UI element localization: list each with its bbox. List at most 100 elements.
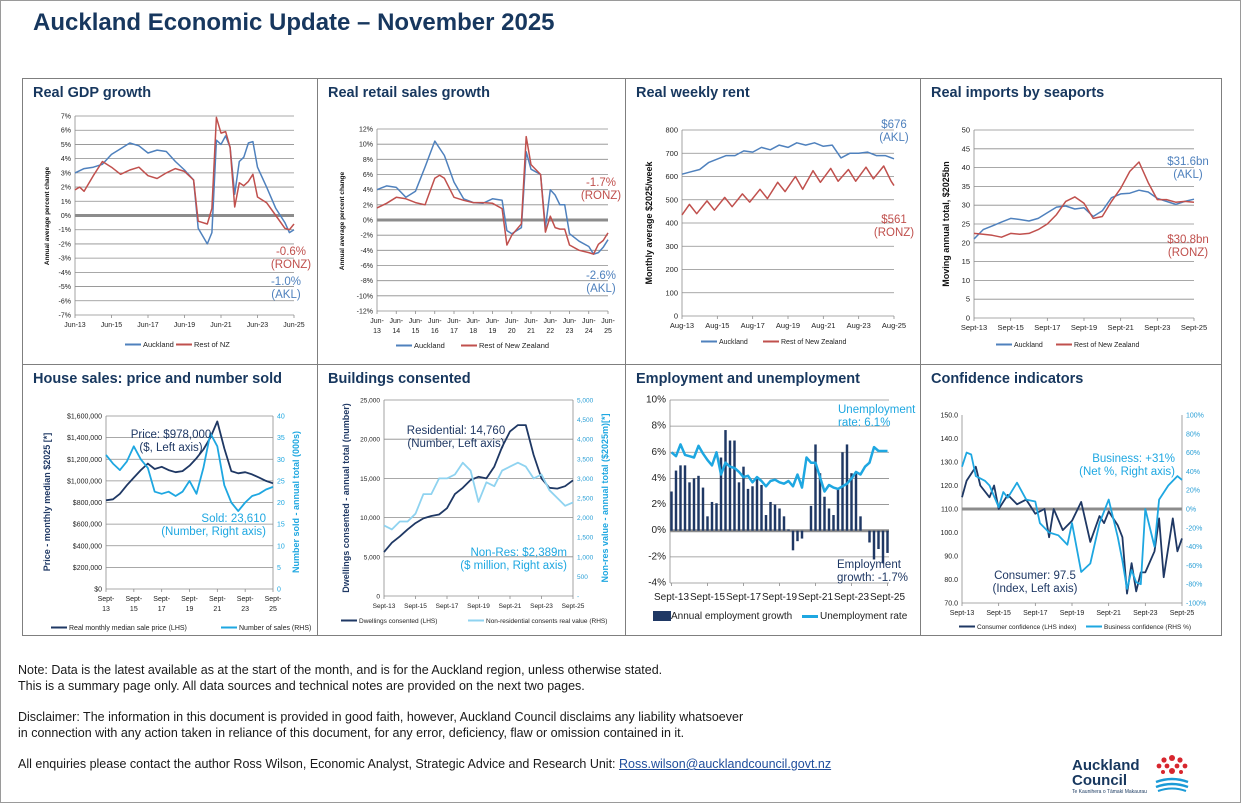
value-annotation: (AKL) bbox=[1173, 169, 1203, 181]
y-tick-label: -7% bbox=[59, 313, 71, 320]
x-tick-label: 23 bbox=[241, 606, 249, 613]
x-tick-label: 17 bbox=[158, 606, 166, 613]
employment-growth-bar bbox=[688, 482, 691, 531]
x-tick-label: Sept-13 bbox=[654, 592, 689, 603]
y-axis-title: Price - monthly median $2025 [*] bbox=[42, 433, 52, 572]
y2-tick-label: -40% bbox=[1186, 544, 1202, 551]
employment-growth-bar bbox=[809, 505, 813, 531]
x-tick-label: Sept-13 bbox=[961, 323, 987, 332]
y-tick-label: 20,000 bbox=[360, 437, 380, 444]
y-tick-label: $1,600,000 bbox=[67, 414, 102, 421]
y2-tick-label: 5,000 bbox=[577, 398, 594, 405]
y2-tick-label: 35 bbox=[277, 435, 285, 442]
employment-growth-bar bbox=[737, 482, 741, 531]
employment-growth-bar bbox=[724, 430, 727, 531]
x-tick-label: Sept-15 bbox=[986, 610, 1011, 617]
y-tick-label: 150.0 bbox=[940, 413, 958, 420]
disclaimer-line: in connection with any action taken in r… bbox=[18, 726, 685, 740]
x-tick-label: Aug-13 bbox=[670, 321, 694, 330]
employment-growth-bar bbox=[778, 508, 781, 531]
x-tick-label: 15 bbox=[130, 606, 138, 613]
employment-growth-bar bbox=[706, 516, 709, 531]
employment-growth-bar bbox=[742, 466, 745, 531]
x-tick-label: Sept-21 bbox=[1108, 323, 1134, 332]
x-tick-label: Sept-25 bbox=[562, 603, 585, 610]
employment-growth-bar bbox=[859, 516, 862, 531]
y-tick-label: -5% bbox=[59, 284, 71, 291]
y2-axis-title: Number sold - annual total (000s) bbox=[291, 431, 301, 573]
y-tick-label: 0 bbox=[966, 314, 970, 323]
y2-tick-label: 4,500 bbox=[577, 417, 594, 424]
legend-label: Consumer confidence (LHS index) bbox=[977, 624, 1076, 631]
value-annotation: -0.6% bbox=[276, 246, 306, 258]
panel-title: Confidence indicators bbox=[931, 371, 1084, 387]
y-tick-label: 6% bbox=[61, 128, 71, 135]
y-tick-label: 15,000 bbox=[360, 476, 380, 483]
series-line-auckland bbox=[681, 142, 895, 175]
y-tick-label: 2% bbox=[652, 499, 667, 510]
y2-tick-label: 2,500 bbox=[577, 496, 594, 503]
employment-growth-bar bbox=[701, 487, 705, 531]
value-annotation: (AKL) bbox=[879, 132, 909, 144]
y-tick-label: 500 bbox=[665, 195, 678, 204]
y-tick-label: 0% bbox=[363, 218, 373, 225]
y2-tick-label: 0 bbox=[277, 587, 281, 594]
y2-tick-label: -80% bbox=[1186, 582, 1202, 589]
value-annotation: growth: -1.7% bbox=[837, 572, 908, 584]
logo-text: Auckland Council bbox=[1072, 757, 1140, 789]
x-tick-label: Jun- bbox=[486, 318, 500, 325]
y2-tick-label: 25 bbox=[277, 478, 285, 485]
retail-chart: 12% 10% 8% 6% 4% 2% 0% -2% -4% -6% -8% -10% -12% Jun-… bbox=[339, 127, 621, 351]
x-tick-label: Jun-23 bbox=[247, 322, 269, 329]
y-tick-label: 2% bbox=[363, 202, 373, 209]
employment-growth-bar bbox=[692, 478, 696, 531]
x-tick-label: Sept-19 bbox=[762, 592, 797, 603]
value-annotation: (RONZ) bbox=[874, 227, 914, 239]
employment-growth-bar bbox=[782, 516, 786, 531]
y-tick-label: -6% bbox=[361, 263, 373, 270]
legend-label: Rest of New Zealand bbox=[1074, 342, 1139, 349]
value-annotation: Sold: 23,610 bbox=[201, 513, 266, 525]
value-annotation: Non-Res: $2,389m bbox=[470, 547, 567, 559]
panel-imports: 50 45 40 35 30 25 20 15 10 5 0 Sept-13 Sept-15 Sept-1… bbox=[921, 79, 1222, 365]
y2-tick-label: 20 bbox=[277, 500, 285, 507]
employment-growth-bar bbox=[800, 530, 804, 539]
legend-label: Auckland bbox=[719, 339, 748, 346]
panel-title: Real imports by seaports bbox=[931, 85, 1105, 101]
series-line-real-monthly-median-sale-price-lhs- bbox=[105, 420, 274, 502]
x-tick-label: Jun- bbox=[447, 318, 461, 325]
y-tick-label: 1% bbox=[61, 199, 71, 206]
employment-growth-bar bbox=[827, 508, 831, 531]
contact-line: All enquiries please contact the author … bbox=[18, 756, 831, 772]
x-tick-label: Jun- bbox=[389, 318, 403, 325]
email-link[interactable]: Ross.wilson@aucklandcouncil.govt.nz bbox=[619, 757, 832, 771]
employment-growth-bar bbox=[881, 530, 885, 564]
y-tick-label: 8% bbox=[652, 421, 667, 432]
legend-label: Auckland bbox=[143, 340, 174, 349]
value-annotation: (RONZ) bbox=[1168, 247, 1208, 259]
legend-label: Non-residential consents real value (RHS… bbox=[486, 618, 607, 625]
value-annotation: $676 bbox=[881, 119, 907, 131]
x-tick-label: Aug-21 bbox=[811, 321, 835, 330]
value-annotation: (AKL) bbox=[586, 283, 616, 295]
confidence-chart: 150.0 140.0 130.0 120.0 110.0 100.0 90.0 80.0 70… bbox=[940, 413, 1206, 632]
y-tick-label: 8% bbox=[363, 157, 373, 164]
y2-tick-label: 10 bbox=[277, 543, 285, 550]
y2-tick-label: 3,000 bbox=[577, 476, 594, 483]
y-tick-label: -12% bbox=[357, 309, 373, 316]
x-tick-label: 25 bbox=[604, 328, 612, 335]
series-line-consumer-confidence-lhs-index- bbox=[961, 465, 1183, 595]
y-tick-label: 10,000 bbox=[360, 515, 380, 522]
employment-growth-bar bbox=[877, 530, 880, 550]
y-tick-label: 300 bbox=[665, 242, 678, 251]
y-tick-label: 40 bbox=[962, 163, 970, 172]
y-tick-label: 110.0 bbox=[941, 507, 958, 514]
y-tick-label: 15 bbox=[962, 257, 970, 266]
value-annotation: Business: +31% bbox=[1092, 453, 1175, 465]
panel-rent: 800 700 600 500 400 300 200 100 0 Aug-13 Aug-15 Aug… bbox=[626, 79, 921, 365]
value-annotation: Employment bbox=[837, 559, 902, 571]
x-tick-label: 15 bbox=[412, 328, 420, 335]
legend-label: Dwellings consented (LHS) bbox=[359, 618, 437, 625]
y-tick-label: 90.0 bbox=[944, 554, 958, 561]
y2-tick-label: 30 bbox=[277, 457, 285, 464]
